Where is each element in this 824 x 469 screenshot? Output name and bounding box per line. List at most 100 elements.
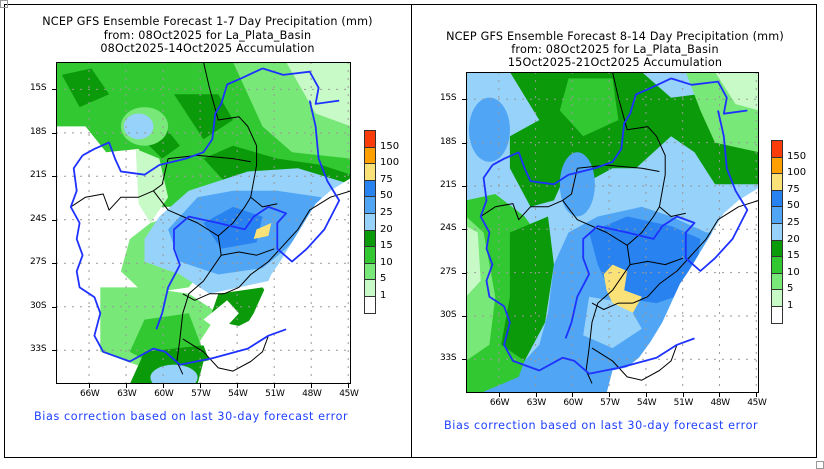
- legend-label: 1: [787, 300, 794, 311]
- figure-frame: [4, 4, 817, 458]
- panel-title-line3: 15Oct2025-21Oct2025 Accumulation: [507, 56, 723, 69]
- legend-label: 75: [787, 183, 800, 195]
- legend-label: 15: [380, 240, 393, 252]
- country-border: [612, 72, 686, 217]
- lat-tick-label: 30S: [30, 300, 47, 311]
- lon-tick-mark: [609, 393, 611, 397]
- lon-tick-label: 60W: [154, 389, 174, 399]
- legend-label: 15: [787, 250, 800, 262]
- country-border: [626, 206, 660, 246]
- lat-tick-label: 15S: [30, 83, 47, 94]
- lon-tick-mark: [348, 384, 350, 388]
- lon-tick-mark: [572, 393, 574, 397]
- panel-title-line1: NCEP GFS Ensemble Forecast 8-14 Day Prec…: [446, 30, 784, 43]
- lon-tick-label: 57W: [600, 398, 620, 408]
- precip-map-week2: [466, 72, 759, 393]
- lon-tick-label: 51W: [673, 398, 694, 408]
- lat-tick-mark: [462, 315, 466, 317]
- country-border: [562, 200, 683, 266]
- lat-tick-mark: [52, 132, 56, 134]
- precip-region-100: [603, 264, 642, 313]
- country-border: [70, 158, 169, 211]
- legend-label: 20: [787, 233, 800, 245]
- lat-tick-mark: [52, 263, 56, 265]
- legend-swatch: [771, 206, 783, 224]
- bias-note-week1: Bias correction based on last 30-day for…: [34, 410, 349, 423]
- legend-swatch: [771, 173, 783, 191]
- precip-map-week1: [56, 62, 351, 384]
- precip-region-5: [135, 148, 169, 223]
- legend-label: 75: [380, 173, 393, 185]
- legend-swatch: [364, 146, 376, 165]
- precip-region-lt1: [56, 126, 154, 336]
- lon-tick-label: 63W: [526, 398, 547, 408]
- legend-label: 50: [787, 200, 800, 212]
- lon-tick-mark: [237, 384, 239, 388]
- legend-swatch: [364, 163, 376, 181]
- lat-tick-mark: [52, 176, 56, 178]
- precip-region-25: [123, 113, 154, 140]
- legend-swatch: [364, 279, 376, 297]
- lon-tick-mark: [756, 393, 758, 397]
- map-frame: [466, 72, 759, 393]
- lon-tick-mark: [682, 393, 684, 397]
- lon-tick-label: 48W: [302, 389, 322, 399]
- lon-tick-mark: [535, 393, 537, 397]
- precip-region-50: [468, 97, 510, 162]
- lon-tick-mark: [645, 393, 647, 397]
- basin-boundary: [670, 77, 748, 115]
- lat-tick-label: 33S: [440, 353, 457, 364]
- lat-tick-mark: [52, 219, 56, 221]
- lat-tick-label: 24S: [30, 213, 47, 224]
- country-border: [182, 335, 269, 372]
- legend-swatch: [771, 223, 783, 241]
- precip-region-5: [286, 62, 351, 127]
- country-border: [480, 168, 578, 221]
- panel-title-line2: from: 08Oct2025 for La_Plata_Basin: [103, 29, 312, 42]
- lat-tick-mark: [462, 229, 466, 231]
- map-frame: [56, 62, 351, 384]
- lon-tick-label: 45W: [747, 398, 767, 408]
- legend-swatch: [771, 140, 783, 158]
- panel-title-line3: 08Oct2025-14Oct2025 Accumulation: [100, 42, 315, 55]
- lon-tick-label: 63W: [117, 389, 137, 399]
- basin-boundary: [491, 77, 672, 186]
- legend-label: 50: [380, 190, 393, 202]
- precip-region-25: [150, 364, 198, 384]
- legend-swatch: [364, 179, 376, 198]
- panel-title-line1: NCEP GFS Ensemble Forecast 1-7 Day Preci…: [42, 15, 373, 28]
- lat-tick-label: 33S: [30, 344, 47, 355]
- lon-tick-mark: [274, 384, 276, 388]
- lon-tick-label: 57W: [191, 389, 211, 399]
- basin-boundary: [69, 154, 287, 366]
- ocean-dry-region: [606, 187, 759, 393]
- legend-swatch: [364, 229, 376, 248]
- legend-swatch: [364, 296, 376, 314]
- window-corner-handle: [0, 0, 8, 8]
- legend-swatch: [771, 256, 783, 274]
- lat-tick-mark: [462, 142, 466, 144]
- country-border: [153, 190, 275, 256]
- legend-swatch: [364, 196, 376, 214]
- lat-tick-mark: [462, 272, 466, 274]
- country-border: [168, 154, 251, 163]
- legend-swatch: [771, 272, 783, 291]
- legend-label: 5: [380, 273, 387, 285]
- lon-tick-label: 66W: [489, 398, 510, 408]
- lat-tick-mark: [52, 306, 56, 308]
- basin-boundary: [564, 110, 749, 339]
- lat-tick-label: 30S: [440, 309, 457, 320]
- country-border: [577, 164, 660, 172]
- lon-tick-mark: [498, 393, 500, 397]
- legend-swatch: [364, 213, 376, 231]
- lon-tick-label: 54W: [228, 389, 248, 399]
- lat-tick-mark: [52, 350, 56, 352]
- lat-tick-mark: [462, 185, 466, 187]
- lon-tick-label: 60W: [563, 398, 583, 408]
- legend-swatch: [364, 262, 376, 281]
- lat-tick-mark: [52, 89, 56, 91]
- precip-region-5: [466, 226, 481, 297]
- lon-tick-label: 51W: [265, 389, 285, 399]
- legend-label: 100: [380, 157, 400, 169]
- lon-tick-mark: [719, 393, 721, 397]
